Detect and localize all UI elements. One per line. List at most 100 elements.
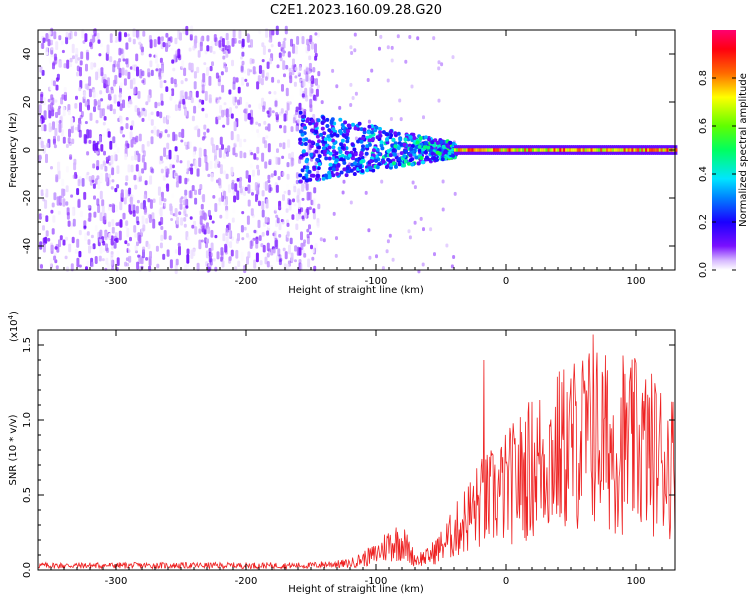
spectrogram-cell bbox=[119, 103, 123, 111]
spectrogram-cell bbox=[370, 137, 375, 141]
spectrogram-cell bbox=[215, 144, 219, 151]
spectrogram-cell bbox=[116, 184, 120, 189]
spectrogram-cell bbox=[91, 39, 95, 44]
spectrogram-cell bbox=[308, 62, 312, 72]
spectrogram-cell bbox=[268, 107, 272, 117]
spectrogram-cell bbox=[174, 208, 178, 217]
spectrogram-cell bbox=[528, 148, 532, 152]
spectrogram-cell bbox=[268, 158, 272, 166]
spectrogram-cell bbox=[286, 101, 290, 111]
spectrogram-cell bbox=[74, 126, 78, 131]
spectrogram-cell bbox=[58, 195, 62, 205]
spectrogram-cell bbox=[308, 121, 313, 126]
spectrogram-cell bbox=[95, 142, 99, 151]
spectrogram-cell bbox=[50, 39, 53, 46]
spectrogram-cell bbox=[178, 211, 182, 216]
spectrogram-cell bbox=[150, 119, 154, 126]
spectrogram-cell bbox=[321, 176, 326, 181]
spectrogram-cell bbox=[104, 231, 108, 241]
spectrogram-cell bbox=[635, 148, 639, 152]
spectrogram-cell bbox=[42, 37, 46, 43]
spectrogram-cell bbox=[89, 41, 93, 47]
spectrogram-cell bbox=[236, 177, 240, 182]
spectrogram-cell bbox=[50, 244, 54, 254]
spectrogram-cell bbox=[149, 39, 153, 49]
spectrogram-cell bbox=[391, 257, 395, 262]
spectrogram-cell bbox=[157, 186, 161, 196]
spectrogram-cell bbox=[206, 35, 210, 42]
spectrogram-cell bbox=[40, 115, 44, 124]
spectrogram-cell bbox=[238, 40, 242, 44]
spectrogram-cell bbox=[331, 163, 336, 168]
spectrogram-cell bbox=[273, 170, 277, 176]
spectrogram-cell bbox=[114, 238, 117, 242]
spectrogram-cell bbox=[358, 165, 363, 170]
spectrogram-cell bbox=[526, 148, 530, 152]
spectrogram-cell bbox=[57, 108, 61, 116]
spectrogram-cell bbox=[102, 160, 106, 166]
spectrogram-cell bbox=[435, 157, 439, 162]
spectrogram-cell bbox=[275, 114, 279, 123]
spectrogram-cell bbox=[199, 184, 203, 190]
spectrogram-cell bbox=[53, 255, 57, 261]
spectrogram-cell bbox=[92, 183, 96, 189]
spectrogram-cell bbox=[97, 179, 101, 190]
spectrogram-cell bbox=[298, 140, 303, 145]
spectrogram-cell bbox=[304, 212, 308, 219]
spectrogram-cell bbox=[221, 144, 224, 150]
spectrogram-cell bbox=[271, 110, 275, 114]
spectrogram-cell bbox=[54, 128, 58, 136]
spectrogram-cell bbox=[48, 122, 52, 133]
spectrogram-cell bbox=[167, 125, 170, 132]
spectrogram-cell bbox=[86, 51, 90, 61]
spectrogram-cell bbox=[108, 232, 112, 240]
spectrogram-cell bbox=[212, 258, 216, 262]
spectrogram-cell bbox=[314, 32, 318, 36]
spectrogram-cell bbox=[422, 145, 427, 150]
spectrogram-cell bbox=[93, 106, 96, 113]
spectrogram-cell bbox=[53, 135, 56, 145]
spectrogram-cell bbox=[325, 117, 330, 122]
spectrogram-cell bbox=[292, 58, 295, 66]
spectrogram-cell bbox=[298, 173, 303, 178]
spectrogram-cell bbox=[279, 257, 283, 262]
spectrogram-cell bbox=[170, 47, 174, 51]
spectrogram-cell bbox=[516, 148, 520, 152]
spectrogram-cell bbox=[349, 45, 353, 50]
spectrogram-cell bbox=[265, 217, 269, 223]
spectrogram-cell bbox=[402, 154, 407, 159]
spectrogram-cell bbox=[411, 132, 416, 137]
spectrogram-cell bbox=[306, 38, 310, 46]
spectrogram-cell bbox=[90, 62, 94, 70]
spectrogram-cell bbox=[39, 118, 42, 124]
spectrogram-cell bbox=[369, 159, 374, 163]
spectrogram-cell bbox=[134, 233, 138, 238]
spectrogram-cell bbox=[68, 32, 72, 40]
spectrogram-cell bbox=[287, 189, 291, 196]
spectrogram-cell bbox=[396, 34, 400, 39]
spectrogram-cell bbox=[315, 134, 320, 139]
spectrogram-cell bbox=[311, 41, 314, 50]
spectrogram-cell bbox=[322, 131, 327, 136]
spectrogram-cell bbox=[207, 226, 211, 234]
spectrogram-cell bbox=[106, 44, 110, 55]
spectrogram-cell bbox=[320, 121, 325, 125]
spectrogram-cell bbox=[159, 155, 163, 161]
spectrogram-cell bbox=[231, 37, 235, 47]
spectrogram-cell bbox=[423, 141, 428, 146]
spectrogram-cell bbox=[216, 41, 219, 47]
spectrogram-cell bbox=[300, 231, 303, 241]
spectrogram-cell bbox=[97, 99, 101, 108]
spectrogram-cell bbox=[289, 115, 293, 124]
spectrogram-cell bbox=[240, 64, 244, 72]
colorbar-ticks: 0.00.20.40.60.8 bbox=[698, 70, 736, 278]
spectrogram-cell bbox=[152, 218, 156, 229]
spectrogram-cell bbox=[52, 80, 56, 87]
spectrogram-cell bbox=[569, 148, 572, 152]
spectrogram-cell bbox=[208, 263, 212, 267]
spectrogram-cell bbox=[448, 140, 453, 145]
spectrogram-cell bbox=[258, 137, 262, 147]
spectrogram-cell bbox=[168, 235, 172, 241]
spectrogram-cell bbox=[629, 148, 633, 152]
spectrogram-cell bbox=[652, 148, 656, 152]
